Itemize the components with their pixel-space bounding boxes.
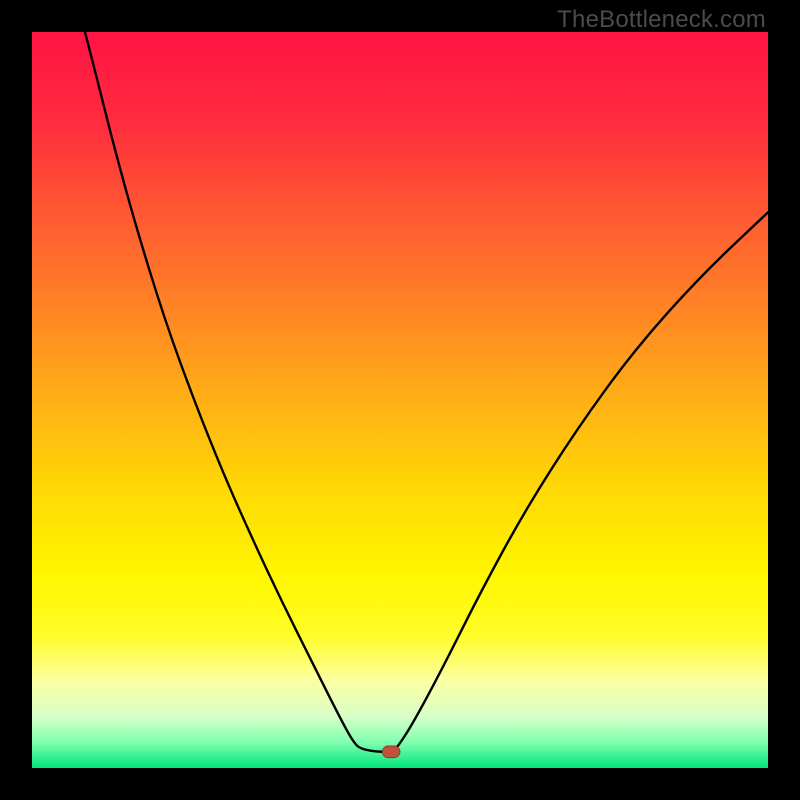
gradient-background [32, 32, 768, 768]
watermark-text: TheBottleneck.com [557, 6, 766, 34]
chart-svg [32, 32, 768, 768]
minimum-marker [382, 746, 400, 758]
plot-area [32, 32, 768, 768]
